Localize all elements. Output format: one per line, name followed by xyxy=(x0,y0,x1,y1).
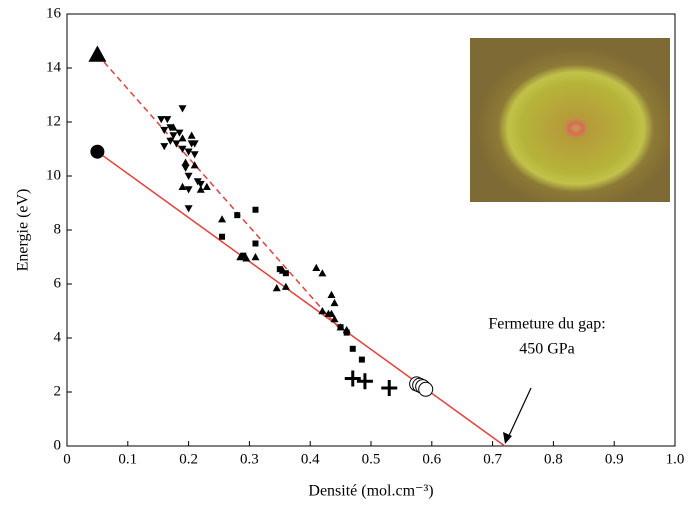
marker xyxy=(358,356,365,363)
x-tick-label: 0.1 xyxy=(118,451,137,467)
annotation-line: 450 GPa xyxy=(519,341,575,358)
marker xyxy=(178,134,187,142)
marker xyxy=(169,132,178,140)
marker xyxy=(281,282,290,290)
marker xyxy=(157,116,166,124)
marker xyxy=(163,116,172,124)
marker xyxy=(252,206,259,213)
x-tick-label: 0.7 xyxy=(483,451,502,467)
marker xyxy=(356,373,373,390)
marker xyxy=(178,145,187,153)
marker xyxy=(190,161,199,169)
marker xyxy=(219,233,226,240)
marker xyxy=(88,45,107,62)
y-tick-label: 14 xyxy=(46,59,62,75)
line xyxy=(96,54,342,331)
marker xyxy=(175,129,184,137)
marker xyxy=(312,263,321,271)
marker xyxy=(184,172,193,180)
marker xyxy=(184,205,193,213)
y-tick-label: 0 xyxy=(54,437,62,453)
marker xyxy=(330,298,339,307)
marker xyxy=(343,329,350,336)
marker xyxy=(160,126,169,135)
marker xyxy=(169,123,178,131)
marker xyxy=(190,151,199,159)
x-tick-label: 0.5 xyxy=(362,451,381,467)
inset-photo xyxy=(470,38,670,202)
annotation-arrow xyxy=(506,387,532,441)
marker xyxy=(318,307,327,315)
x-tick-label: 0.3 xyxy=(240,451,259,467)
x-tick-label: 0.2 xyxy=(179,451,198,467)
y-tick-label: 8 xyxy=(54,221,62,237)
marker xyxy=(234,212,241,219)
marker xyxy=(242,254,251,262)
line xyxy=(96,151,506,447)
marker xyxy=(418,381,434,397)
marker xyxy=(349,345,356,352)
marker xyxy=(166,137,175,145)
x-tick-label: 0.6 xyxy=(422,451,441,467)
marker xyxy=(187,131,196,139)
marker xyxy=(196,180,205,189)
marker xyxy=(282,270,289,277)
x-tick-label: 0.4 xyxy=(301,451,320,467)
arrow-head xyxy=(503,432,512,444)
marker xyxy=(327,290,336,298)
marker xyxy=(218,215,227,223)
marker xyxy=(240,252,247,259)
marker xyxy=(337,324,344,331)
marker xyxy=(330,315,339,323)
marker xyxy=(251,253,260,261)
marker xyxy=(184,186,193,194)
y-tick-label: 4 xyxy=(54,329,62,345)
marker xyxy=(276,266,283,273)
marker xyxy=(90,144,105,159)
marker xyxy=(381,379,398,396)
marker xyxy=(190,140,199,148)
marker xyxy=(160,143,169,151)
y-axis-label: Energie (eV) xyxy=(15,189,32,272)
marker xyxy=(272,284,281,292)
marker xyxy=(327,309,336,317)
marker xyxy=(252,240,259,247)
y-tick-label: 10 xyxy=(46,167,61,183)
marker xyxy=(344,370,361,387)
marker xyxy=(181,164,190,172)
x-tick-label: 0.9 xyxy=(605,451,624,467)
marker xyxy=(184,148,193,156)
x-tick-label: 0 xyxy=(63,451,71,467)
x-axis-label: Densité (mol.cm⁻³) xyxy=(308,483,433,500)
marker xyxy=(318,269,327,277)
marker xyxy=(196,185,205,193)
marker xyxy=(181,158,190,166)
marker xyxy=(178,105,187,113)
annotation-line: Fermeture du gap: xyxy=(488,316,605,333)
marker xyxy=(172,140,181,148)
y-tick-label: 12 xyxy=(46,113,61,129)
y-tick-label: 16 xyxy=(46,5,62,21)
y-tick-label: 6 xyxy=(54,275,62,291)
marker xyxy=(202,182,211,190)
y-tick-label: 2 xyxy=(54,383,62,399)
x-tick-label: 0.8 xyxy=(544,451,563,467)
marker xyxy=(178,182,187,190)
x-tick-label: 1.0 xyxy=(666,451,685,467)
